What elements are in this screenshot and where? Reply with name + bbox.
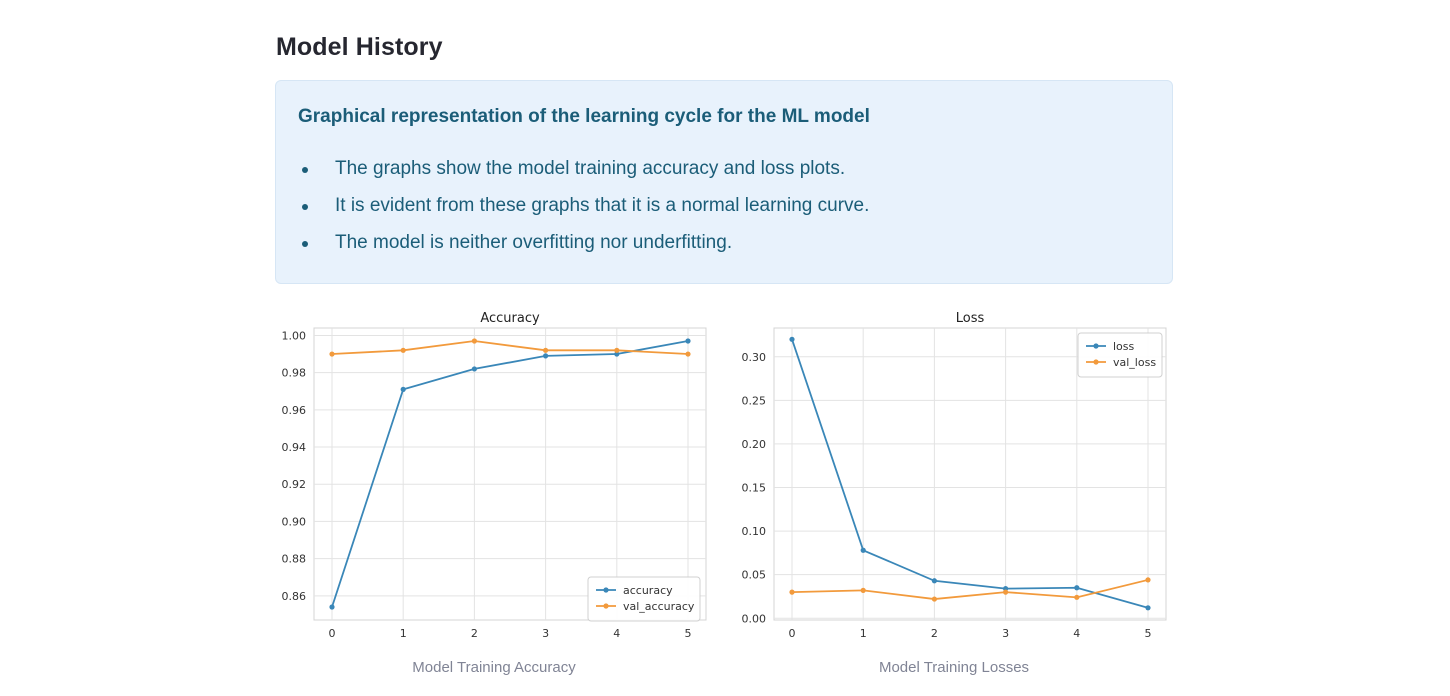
x-tick-label: 0: [789, 627, 796, 640]
data-point: [1074, 594, 1080, 600]
y-tick-label: 0.96: [282, 404, 307, 417]
legend-label: loss: [1113, 340, 1135, 353]
data-point: [543, 347, 549, 353]
legend-marker: [1093, 359, 1099, 365]
y-tick-label: 0.00: [742, 612, 767, 625]
y-tick-label: 0.88: [282, 553, 307, 566]
y-tick-label: 0.92: [282, 478, 307, 491]
legend-label: accuracy: [623, 584, 673, 597]
plot-area: [313, 327, 707, 621]
series-line-loss: [791, 339, 1149, 609]
legend-label: val_loss: [1113, 356, 1156, 369]
data-point: [931, 596, 937, 602]
legend-marker: [1093, 343, 1099, 349]
x-tick-label: 4: [613, 627, 620, 640]
data-point: [685, 338, 691, 344]
accuracy-chart: 0 1 2 3 4 5 0.86 0.88 0.90 0.92 0.94 0.96 0.98 1.00 Ac…: [282, 311, 707, 640]
data-point: [685, 351, 691, 357]
data-point: [860, 587, 866, 593]
y-tick-label: 0.25: [742, 394, 767, 407]
accuracy-chart-caption: Model Training Accuracy: [412, 659, 576, 676]
data-point: [543, 353, 549, 359]
data-point: [329, 351, 335, 357]
data-point: [931, 578, 937, 584]
info-box: Graphical representation of the learning…: [275, 80, 1173, 284]
loss-chart-caption: Model Training Losses: [878, 659, 1030, 676]
page-title: Model History: [276, 33, 443, 61]
x-tick-label: 0: [329, 627, 336, 640]
x-tick-label: 5: [685, 627, 692, 640]
x-tick-label: 1: [400, 627, 407, 640]
series-line-accuracy: [331, 340, 689, 608]
data-point: [789, 589, 795, 595]
y-tick-label: 0.10: [742, 525, 767, 538]
legend-marker: [603, 587, 609, 593]
data-point: [471, 338, 477, 344]
x-tick-label: 2: [471, 627, 478, 640]
y-tick-label: 0.20: [742, 438, 767, 451]
data-point: [614, 347, 620, 353]
data-point: [1074, 585, 1080, 591]
data-point: [1145, 605, 1151, 611]
data-point: [471, 366, 477, 372]
x-tick-label: 1: [860, 627, 867, 640]
loss-chart: 0 1 2 3 4 5 0.00 0.05 0.10 0.15 0.20 0.25 0.30 Loss lo…: [742, 311, 1167, 640]
bullet-icon: [302, 204, 308, 210]
x-tick-label: 3: [1002, 627, 1009, 640]
legend-label: val_accuracy: [623, 600, 695, 613]
y-tick-label: 0.86: [282, 590, 307, 603]
y-tick-label: 0.30: [742, 351, 767, 364]
list-item-text: It is evident from these graphs that it …: [335, 195, 870, 216]
data-point: [329, 604, 335, 610]
data-point: [860, 547, 866, 553]
legend-marker: [603, 603, 609, 609]
y-tick-label: 0.98: [282, 367, 307, 380]
data-point: [614, 351, 620, 357]
list-item-text: The model is neither overfitting nor und…: [335, 232, 733, 253]
x-tick-label: 3: [542, 627, 549, 640]
y-tick-label: 1.00: [282, 329, 307, 342]
y-tick-label: 0.15: [742, 482, 767, 495]
legend-box: [587, 576, 701, 622]
data-point: [1145, 577, 1151, 583]
x-tick-label: 5: [1145, 627, 1152, 640]
chart-title: Accuracy: [480, 311, 540, 326]
x-tick-label: 2: [931, 627, 938, 640]
chart-legend: loss val_loss: [1077, 332, 1163, 378]
data-point: [400, 347, 406, 353]
data-point: [789, 336, 795, 342]
data-point: [1003, 589, 1009, 595]
bullet-icon: [302, 241, 308, 247]
data-point: [400, 386, 406, 392]
list-item-text: The graphs show the model training accur…: [335, 158, 846, 179]
legend-box: [1077, 332, 1163, 378]
bullet-icon: [302, 167, 308, 173]
y-tick-label: 0.94: [282, 441, 307, 454]
y-tick-label: 0.90: [282, 515, 307, 528]
chart-legend: accuracy val_accuracy: [587, 576, 701, 622]
info-heading: Graphical representation of the learning…: [298, 106, 870, 127]
series-line-val_accuracy: [331, 340, 689, 355]
y-tick-label: 0.05: [742, 569, 767, 582]
x-tick-label: 4: [1073, 627, 1080, 640]
chart-title: Loss: [956, 311, 985, 326]
series-line-val_loss: [791, 579, 1149, 600]
